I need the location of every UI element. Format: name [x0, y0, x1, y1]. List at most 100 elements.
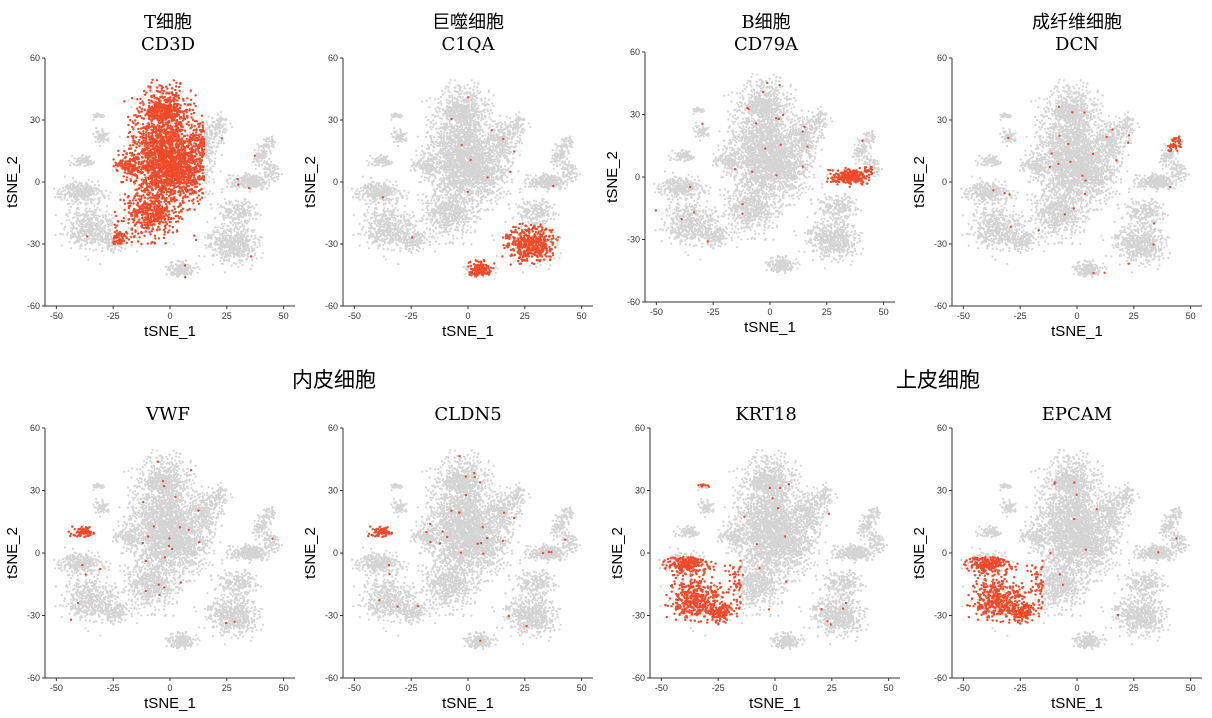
cell-point	[258, 242, 260, 244]
cell-point	[97, 236, 99, 238]
cell-point	[79, 247, 81, 249]
cell-point	[192, 270, 194, 272]
cell-point	[165, 266, 167, 268]
cell-point	[270, 161, 272, 163]
cell-point	[112, 217, 114, 219]
cell-point	[210, 207, 212, 209]
cell-point	[233, 256, 235, 258]
cell-point	[208, 116, 210, 118]
cell-point	[203, 187, 205, 189]
cell-point	[241, 216, 243, 218]
cell-point	[213, 231, 215, 233]
cell-point	[259, 245, 261, 247]
cell-point	[261, 164, 263, 166]
cell-point	[266, 187, 268, 189]
cell-point	[245, 259, 247, 261]
cell-point	[221, 154, 223, 156]
cell-point	[255, 159, 257, 161]
cell-point	[230, 228, 232, 230]
cell-point	[223, 217, 225, 219]
cell-point	[227, 174, 229, 176]
cell-point	[236, 188, 238, 190]
cell-point	[178, 200, 180, 202]
cell-point	[232, 220, 234, 222]
cell-point	[70, 230, 72, 232]
cell-point	[241, 177, 243, 179]
cell-point	[245, 186, 247, 188]
cell-point	[220, 212, 222, 214]
cell-point	[233, 182, 235, 184]
cell-point	[242, 185, 244, 187]
cell-point	[234, 235, 236, 237]
cell-point	[214, 161, 216, 163]
cell-point	[271, 138, 273, 140]
cell-point	[226, 186, 228, 188]
cell-point	[185, 259, 187, 261]
cell-point	[267, 141, 269, 143]
cell-point	[239, 259, 241, 261]
cell-point	[210, 146, 212, 148]
cell-point	[266, 139, 268, 141]
cell-point	[172, 268, 174, 270]
cell-point	[250, 207, 252, 209]
cell-point	[221, 223, 223, 225]
cell-point	[142, 96, 144, 98]
cell-point	[265, 143, 267, 145]
cell-point	[209, 190, 211, 192]
cell-point	[210, 236, 212, 238]
cell-point	[242, 235, 244, 237]
cell-point	[92, 241, 94, 243]
cell-point	[254, 214, 256, 216]
cell-point	[229, 248, 231, 250]
cell-point	[206, 127, 208, 129]
cell-point	[213, 181, 215, 183]
cell-point	[206, 182, 208, 184]
cell-point	[211, 171, 213, 173]
cell-point	[254, 254, 256, 256]
cell-point	[243, 225, 245, 227]
cell-point	[232, 186, 234, 188]
cell-point	[243, 228, 245, 230]
cell-point	[229, 238, 231, 240]
cell-point	[178, 270, 180, 272]
cell-point	[244, 247, 246, 249]
cell-point	[243, 200, 245, 202]
cell-point	[86, 242, 88, 244]
cell-point	[182, 261, 184, 263]
cell-point	[260, 214, 262, 216]
cell-point	[209, 169, 211, 171]
cell-point	[253, 157, 255, 159]
cell-point	[210, 204, 212, 206]
cell-point	[249, 210, 251, 212]
cell-point	[206, 136, 208, 138]
cell-point	[172, 271, 174, 273]
cell-point	[237, 237, 239, 239]
cell-point	[223, 223, 225, 225]
cell-point	[226, 180, 228, 182]
cell-point	[205, 155, 207, 157]
cell-point	[262, 156, 264, 158]
cell-point	[247, 180, 249, 182]
cell-point	[137, 227, 139, 229]
cell-point	[228, 230, 230, 232]
cell-point	[243, 251, 245, 253]
cell-point	[226, 225, 228, 227]
cell-point	[251, 250, 253, 252]
cell-point	[234, 208, 236, 210]
cell-point	[234, 179, 236, 181]
cell-point	[270, 152, 272, 154]
cell-point	[224, 271, 226, 273]
cell-point	[249, 175, 251, 177]
cell-point	[241, 206, 243, 208]
cell-point	[225, 252, 227, 254]
cell-point	[217, 145, 219, 147]
cell-point	[228, 203, 230, 205]
cell-point	[210, 242, 212, 244]
cell-point	[237, 175, 239, 177]
cell-point	[176, 270, 178, 272]
cell-point	[253, 180, 255, 182]
cell-point	[198, 268, 200, 270]
cell-point	[171, 264, 173, 266]
cell-point	[111, 214, 113, 216]
